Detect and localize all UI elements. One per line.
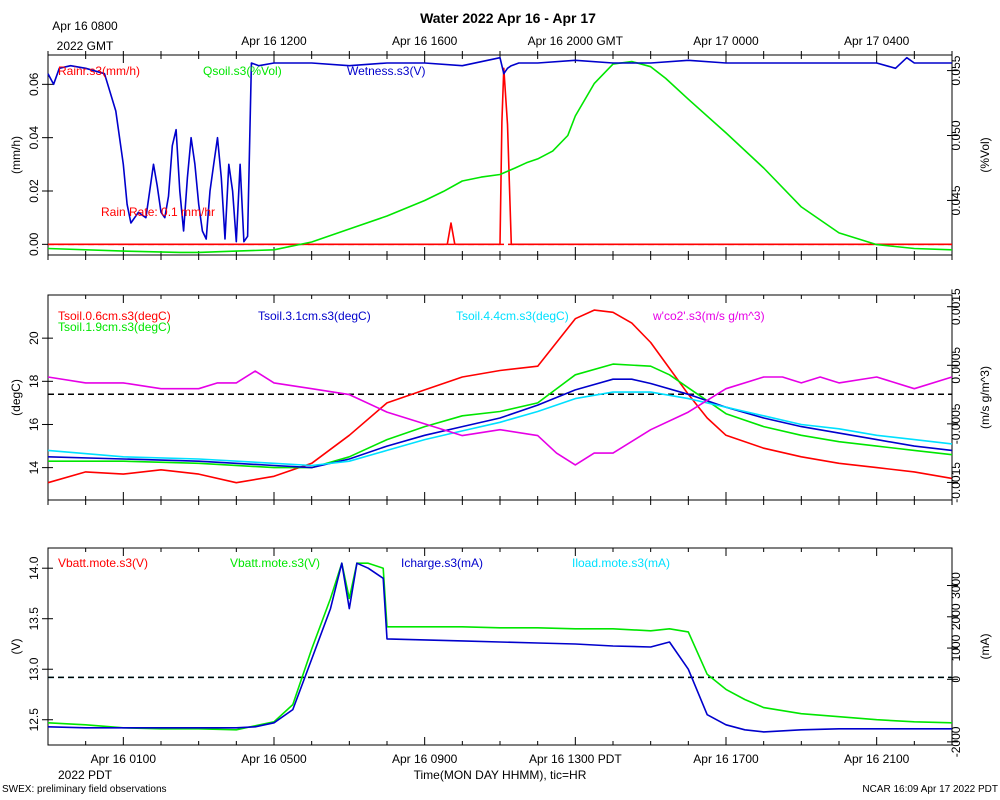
legend-green: Qsoil.s3(%Vol): [203, 64, 282, 78]
left-tick-label: 14: [27, 461, 41, 475]
right-tick-label: -2000: [949, 726, 963, 757]
plot-layer: [47, 56, 953, 733]
footer-right: NCAR 16:09 Apr 17 2022 PDT: [862, 784, 998, 795]
right-tick-label: 0.050: [949, 120, 963, 150]
right-tick-label: 2000: [949, 603, 963, 630]
right-tick-label: 0.055: [949, 55, 963, 85]
legend-blue: Icharge.s3(mA): [401, 556, 483, 570]
right-axis-label-panel-3: (mA): [978, 634, 992, 660]
legend-cyan: Iload.mote.s3(mA): [572, 556, 670, 570]
axes-layer: [42, 51, 958, 746]
legend-red: Vbatt.mote.s3(V): [58, 556, 148, 570]
series-line-magenta: [47, 370, 953, 466]
rain-rate-annotation: Rain Rate: 0.1 mm/hr: [101, 205, 215, 219]
left-tick-label: 0.00: [27, 232, 41, 256]
bottom-time-label: Apr 16 1700: [693, 752, 759, 766]
left-tick-label: 12.5: [27, 708, 41, 732]
series-line-blue: [47, 56, 952, 243]
left-tick-label: 0.06: [27, 72, 41, 96]
left-tick-label: 0.04: [27, 126, 41, 150]
left-tick-label: 20: [27, 331, 41, 345]
top-time-label: Apr 16 1200: [241, 34, 307, 48]
series-line-red: [47, 309, 953, 484]
top-time-label: Apr 16 1600: [392, 34, 458, 48]
bottom-time-label: Apr 16 0900: [392, 752, 458, 766]
legend-green: Tsoil.1.9cm.s3(degC): [58, 320, 171, 334]
footer-left: SWEX: preliminary field observations: [2, 784, 167, 795]
left-axis-label-panel-2: (degC): [9, 379, 23, 416]
top-time-label-first: Apr 16 0800: [52, 19, 118, 33]
bottom-time-label: Apr 16 2100: [844, 752, 910, 766]
legend-cyan: Tsoil.4.4cm.s3(degC): [456, 309, 569, 323]
series-line-green: [48, 363, 953, 469]
left-tick-label: 14.0: [27, 556, 41, 580]
chart-title: Water 2022 Apr 16 - Apr 17: [420, 10, 596, 26]
bottom-time-label: Apr 16 0500: [241, 752, 307, 766]
right-tick-label: -0.0015: [949, 462, 963, 503]
left-tick-label: 16: [27, 417, 41, 431]
left-tick-label: 13.0: [27, 657, 41, 681]
panel-2-frame: [47, 294, 953, 501]
top-time-label: Apr 17 0400: [844, 34, 910, 48]
series-line-cyan: [47, 391, 953, 467]
left-axis-label-panel-3: (V): [9, 639, 23, 655]
right-tick-label: 0.0015: [949, 288, 963, 325]
series-line-green: [47, 60, 953, 254]
right-tick-label: 0.045: [949, 185, 963, 215]
right-tick-label: 0: [949, 676, 963, 683]
right-axis-label-panel-1: (%Vol): [978, 137, 992, 172]
bottom-time-sublabel: 2022 PDT: [58, 768, 113, 782]
top-time-label: Apr 16 2000 GMT: [528, 34, 624, 48]
right-tick-label: -0.0005: [949, 403, 963, 444]
legend-magenta: w'co2'.s3(m/s g/m^3): [652, 309, 765, 323]
left-tick-label: 13.5: [27, 607, 41, 631]
left-tick-label: 18: [27, 374, 41, 388]
legend-blue: Tsoil.3.1cm.s3(degC): [258, 309, 371, 323]
legend-red: Tsoil.0.6cm.s3(degC): [58, 309, 171, 323]
bottom-time-label: Apr 16 1300 PDT: [529, 752, 622, 766]
legend-red: Rainr.s3(mm/h): [58, 64, 140, 78]
bottom-time-label: Apr 16 0100: [91, 752, 157, 766]
series-line-blue: [47, 562, 952, 733]
series-line-blue: [47, 378, 953, 469]
left-tick-label: 0.02: [27, 179, 41, 203]
x-axis-label: Time(MON DAY HHMM), tic=HR: [414, 768, 587, 782]
right-tick-label: 0.0005: [949, 347, 963, 384]
legend-blue: Wetness.s3(V): [347, 64, 425, 78]
series-line-green: [47, 562, 953, 731]
top-time-label: Apr 17 0000: [693, 34, 759, 48]
left-axis-label-panel-1: (mm/h): [9, 136, 23, 174]
top-time-sublabel: 2022 GMT: [57, 39, 114, 53]
right-axis-label-panel-2: (m/s g/m^3): [978, 366, 992, 429]
right-tick-label: 1000: [949, 634, 963, 661]
series-line-red: [48, 67, 952, 246]
text-layer: Apr 16 0800 Apr 16 1200 Apr 16 1600 Apr 16 …: [2, 19, 998, 795]
legend-green: Vbatt.mote.s3(V): [230, 556, 320, 570]
right-tick-label: 3000: [949, 572, 963, 599]
